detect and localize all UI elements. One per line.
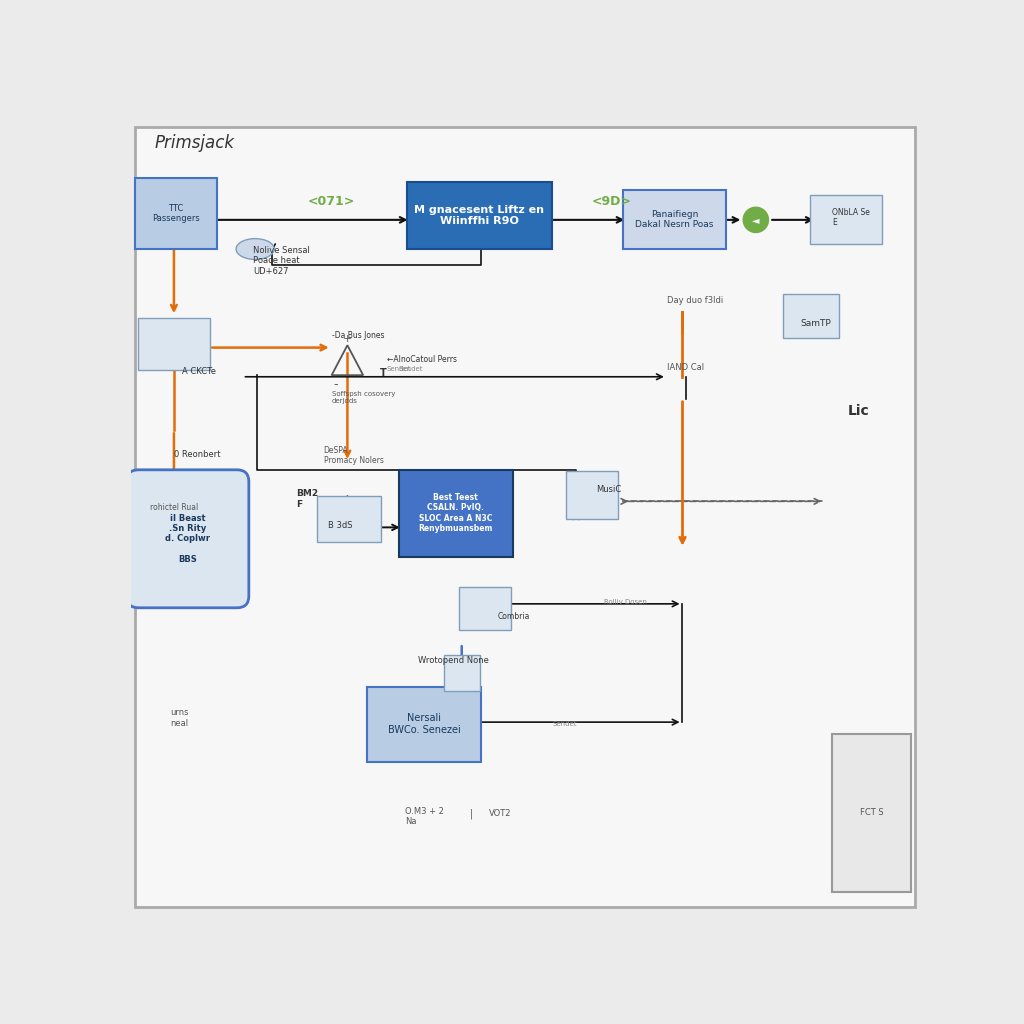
FancyBboxPatch shape (398, 470, 513, 557)
Text: Sendet: Sendet (398, 366, 423, 372)
Text: urns
neal: urns neal (170, 709, 188, 728)
FancyBboxPatch shape (782, 294, 839, 338)
FancyBboxPatch shape (443, 655, 480, 691)
Text: Rolliv Dosen: Rolliv Dosen (603, 599, 646, 605)
Text: MusiC: MusiC (596, 485, 621, 494)
Text: Nolive Sensal
Poace heat
UD+627: Nolive Sensal Poace heat UD+627 (253, 246, 309, 275)
Text: <071>: <071> (308, 196, 355, 208)
Text: Lic: Lic (848, 403, 869, 418)
Text: Day duo f3ldi: Day duo f3ldi (667, 296, 723, 305)
Text: T: T (380, 368, 386, 378)
Text: Wrotopend None: Wrotopend None (419, 656, 489, 666)
FancyBboxPatch shape (367, 687, 481, 762)
Text: +: + (343, 334, 352, 344)
Text: il Beast
.Sn Rity
d. Coplwr

BBS: il Beast .Sn Rity d. Coplwr BBS (165, 513, 210, 564)
Circle shape (743, 207, 768, 232)
Text: IAND Cal: IAND Cal (667, 362, 703, 372)
FancyBboxPatch shape (127, 470, 249, 608)
FancyBboxPatch shape (624, 189, 726, 249)
FancyBboxPatch shape (566, 471, 617, 519)
Text: O.M3 + 2
Na: O.M3 + 2 Na (404, 807, 443, 826)
Text: Panaifiegn
Dakal Nesrn Poas: Panaifiegn Dakal Nesrn Poas (636, 210, 714, 229)
Text: -Da Bus Jones: -Da Bus Jones (332, 332, 384, 340)
FancyBboxPatch shape (407, 182, 552, 249)
Text: <9D>: <9D> (592, 196, 632, 208)
Text: |: | (470, 808, 473, 819)
FancyBboxPatch shape (833, 734, 911, 892)
Text: ◄: ◄ (752, 215, 760, 225)
Text: rohictel Rual: rohictel Rual (151, 503, 199, 512)
Text: BM2
F: BM2 F (296, 489, 318, 509)
FancyBboxPatch shape (138, 317, 210, 370)
Text: FCT S: FCT S (860, 808, 884, 817)
Text: Soffspsh cosovery
derjdds: Soffspsh cosovery derjdds (332, 391, 395, 403)
FancyBboxPatch shape (317, 496, 381, 542)
FancyBboxPatch shape (134, 178, 217, 249)
Text: SamTP: SamTP (801, 319, 831, 329)
Text: A CKCTe: A CKCTe (182, 367, 216, 376)
Text: -: - (334, 378, 338, 390)
Text: Best Teest
CSALN. PvIQ.
SLOC Area A N3C
Renybmuansbem: Best Teest CSALN. PvIQ. SLOC Area A N3C … (419, 494, 493, 534)
Text: B 3dS: B 3dS (328, 520, 352, 529)
Text: ONbLA Se
E: ONbLA Se E (833, 208, 870, 227)
Text: ←AlnoCatoul Perrs: ←AlnoCatoul Perrs (387, 355, 457, 364)
Text: DeSPA
Promacy Nolers: DeSPA Promacy Nolers (324, 445, 384, 465)
FancyBboxPatch shape (810, 196, 882, 244)
Text: 0 Reonbert: 0 Reonbert (174, 450, 220, 459)
FancyBboxPatch shape (134, 127, 915, 907)
Text: Sendet: Sendet (386, 366, 411, 372)
Text: Primsjack: Primsjack (155, 133, 234, 152)
Text: Nersali
BWCo. Senezei: Nersali BWCo. Senezei (388, 714, 461, 735)
Ellipse shape (237, 239, 274, 259)
Text: TTC
Passengers: TTC Passengers (152, 204, 200, 223)
Text: M gnacesent Liftz en
Wiinffhi R9O: M gnacesent Liftz en Wiinffhi R9O (415, 205, 545, 226)
Text: Combria: Combria (498, 612, 529, 621)
FancyBboxPatch shape (460, 588, 511, 630)
Text: VOT2: VOT2 (489, 809, 512, 818)
Text: Sendet: Sendet (552, 721, 577, 727)
